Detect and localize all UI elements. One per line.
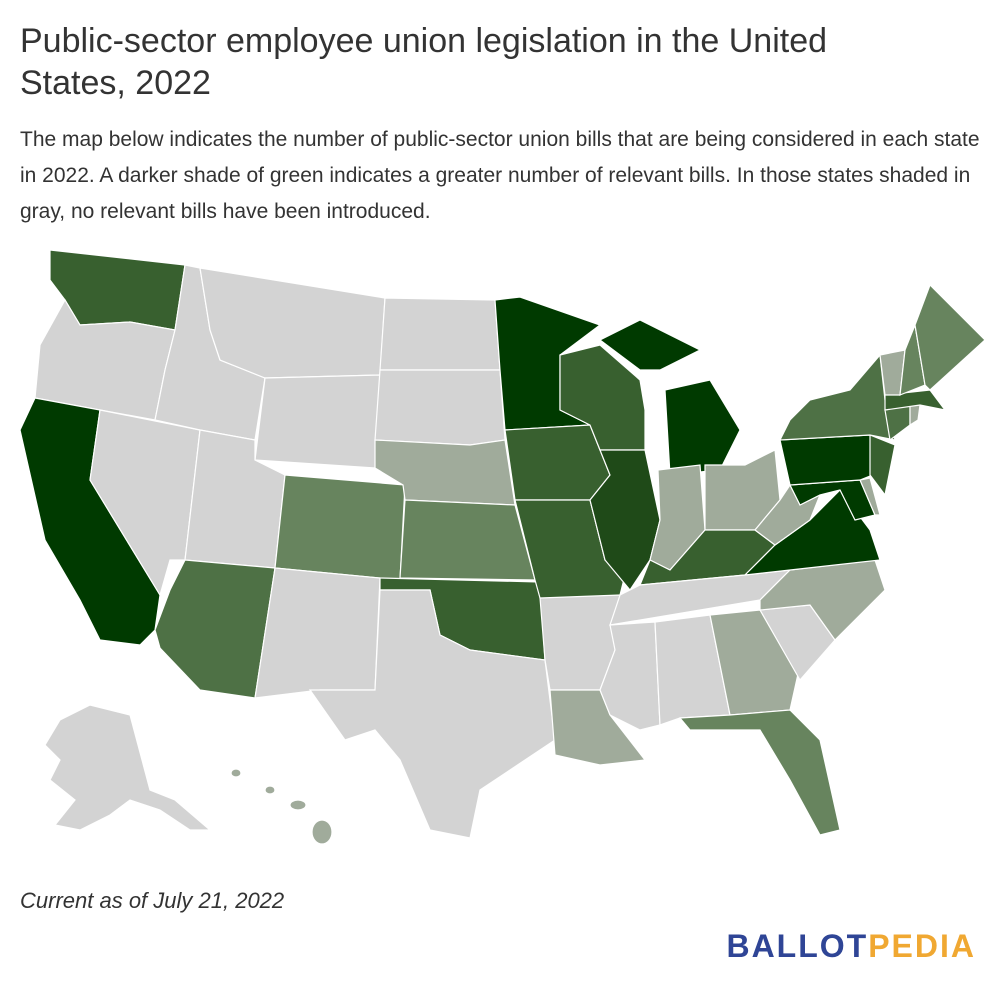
logo-part: BALLOT bbox=[726, 928, 869, 964]
logo-part: PEDIA bbox=[868, 928, 976, 964]
footnote: Current as of July 21, 2022 bbox=[20, 888, 285, 913]
description: The map below indicates the number of pu… bbox=[20, 128, 980, 223]
logo: BALLOTPEDIA bbox=[726, 928, 976, 965]
title: Public-sector employee union legislation… bbox=[20, 22, 828, 102]
states bbox=[19, 249, 986, 845]
